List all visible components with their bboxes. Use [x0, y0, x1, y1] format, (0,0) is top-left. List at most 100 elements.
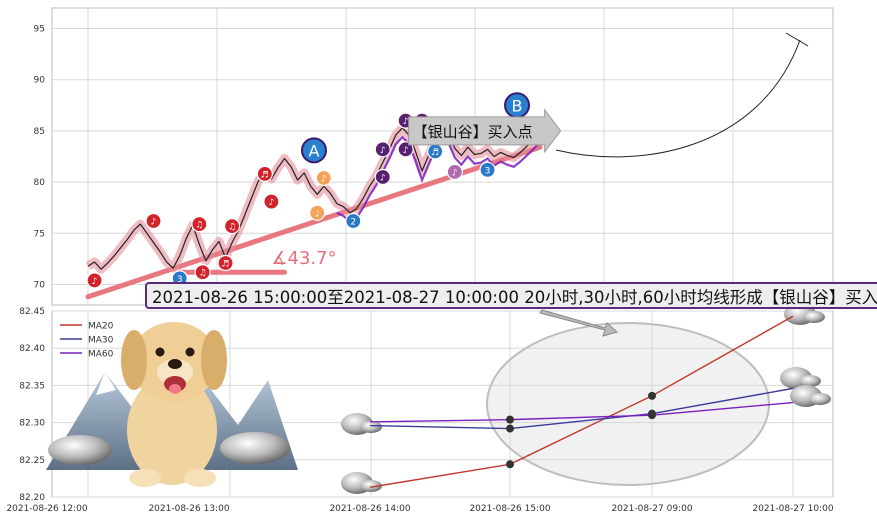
price-ytick: 90: [34, 76, 46, 86]
wave-marker-dot: [256, 165, 273, 183]
wave-marker-dot: [374, 168, 391, 186]
wave-marker: ♪: [397, 141, 414, 158]
wave-marker: ♫: [224, 218, 241, 235]
dog-paw: [129, 469, 161, 487]
angle-label: ∡43.7°: [271, 248, 336, 269]
wave-marker-dot: [145, 212, 162, 230]
price-ytick: 85: [34, 127, 45, 137]
wave-marker-dot: [315, 169, 332, 187]
series-point: [506, 424, 514, 433]
wave-marker-dot: [194, 264, 211, 281]
wave-marker: ♬: [427, 143, 444, 160]
wave-marker-glyph: ♫: [195, 221, 203, 231]
ma-ytick: 82.45: [19, 307, 45, 317]
series-point: [506, 460, 514, 469]
series-line: [369, 401, 794, 423]
dog-paw: [184, 469, 216, 487]
wave-marker-dot: [224, 218, 241, 235]
price-ytick: 70: [34, 281, 46, 291]
wave-marker-dot: [397, 141, 414, 158]
wave-marker: ♪: [86, 272, 103, 289]
wave-badge: B: [504, 92, 531, 119]
silver-ingot-icon: [360, 421, 382, 433]
legend: MA20 MA30 MA60: [60, 322, 114, 360]
wave-marker: ♪: [446, 163, 463, 180]
wave-marker-glyph: ♪: [380, 173, 386, 183]
ma-xtick: 2021-08-27 09:00: [611, 504, 692, 514]
wave-marker-glyph: ♪: [452, 168, 458, 178]
dog-ear: [201, 330, 227, 390]
wave-marker: ♪: [145, 212, 162, 230]
dog-nose: [168, 359, 182, 369]
ma-ytick: 82.40: [19, 344, 45, 354]
ma-xtick: 2021-08-27 10:00: [752, 504, 833, 514]
series-point: [648, 391, 656, 400]
legend-label: MA30: [88, 336, 114, 346]
price-ytick: 95: [34, 24, 45, 34]
wave-marker-glyph: ♩: [315, 209, 319, 219]
projection-curve: [555, 39, 801, 158]
wave-marker-glyph: ♬: [261, 170, 269, 180]
wave-marker: ♪: [263, 193, 280, 210]
ma-xtick: 2021-08-26 14:00: [329, 504, 410, 514]
dog-muzzle: [157, 359, 193, 385]
wave-marker-glyph: ♪: [403, 146, 409, 156]
ma-plot: MA20 MA30 MA60: [60, 315, 794, 489]
wave-marker: 3: [479, 161, 496, 178]
silver-ingot-icon: [360, 480, 382, 492]
wave-marker-glyph: 3: [485, 166, 491, 176]
highlight-ellipse: [486, 322, 770, 486]
wave-marker-glyph: ♪: [403, 117, 409, 127]
silver-ingot-icon: [809, 393, 831, 405]
pointer-arrow: [539, 309, 619, 337]
trend-line-0: [85, 144, 543, 300]
wave-marker-glyph: ♪: [380, 146, 386, 156]
silver-ingot-icon: [799, 375, 821, 387]
projection-cap: [785, 32, 809, 47]
wave-marker: ♪: [315, 169, 332, 187]
wave-marker: ♫: [194, 264, 211, 281]
ma-xtick: 2021-08-26 15:00: [469, 504, 550, 514]
wave-marker-glyph: ♫: [199, 269, 207, 279]
wave-badge-circle: [300, 137, 327, 164]
legend-label: MA20: [88, 322, 114, 332]
callout-arrow: [408, 108, 562, 154]
price-ytick: 80: [34, 178, 46, 188]
wave-badge: A: [300, 137, 327, 164]
wave-badge-letter: B: [512, 96, 523, 115]
mountain-snow: [96, 372, 116, 395]
ma-grid: 82.4582.4082.3582.3082.2582.202021-08-26…: [6, 307, 833, 514]
wave-marker-dot: [374, 141, 391, 158]
signal-banner: 2021-08-26 15:00:00至2021-08-27 10:00:00 …: [145, 282, 877, 309]
wave-marker-dot: [309, 204, 326, 221]
wave-marker-glyph: ♬: [222, 260, 230, 270]
callout-label: 【银山谷】买入点: [413, 123, 533, 141]
wave-marker-glyph: ♪: [321, 175, 327, 185]
wave-marker: ♩: [309, 204, 326, 221]
wave-marker: 2: [345, 212, 362, 230]
silver-ingot-icon: [220, 432, 290, 464]
series-line: [369, 315, 794, 489]
series-point: [648, 411, 656, 420]
wave-marker: ♪: [374, 168, 391, 186]
wave-marker-glyph: ♪: [269, 198, 275, 208]
mascot-illustration: [46, 303, 831, 494]
wave-marker-dot: [479, 161, 496, 178]
wave-marker-glyph: 3: [177, 275, 183, 285]
wave-marker-dot: [345, 212, 362, 230]
wave-marker-glyph: ♫: [228, 223, 236, 233]
series-ma60: [369, 401, 794, 424]
wave-marker: ♬: [217, 254, 234, 272]
ma-ytick: 82.20: [19, 493, 45, 503]
silver-ingot-icon: [803, 311, 825, 323]
legend-label: MA60: [88, 350, 114, 360]
dog-ear: [121, 330, 147, 390]
wave-marker: ♪: [374, 141, 391, 158]
silver-ingot-icon: [48, 435, 112, 465]
ma-xtick: 2021-08-26 13:00: [148, 504, 229, 514]
wave-marker-glyph: ♪: [151, 218, 157, 228]
price-ytick: 75: [34, 229, 45, 239]
ma-xtick: 2021-08-26 12:00: [6, 504, 87, 514]
